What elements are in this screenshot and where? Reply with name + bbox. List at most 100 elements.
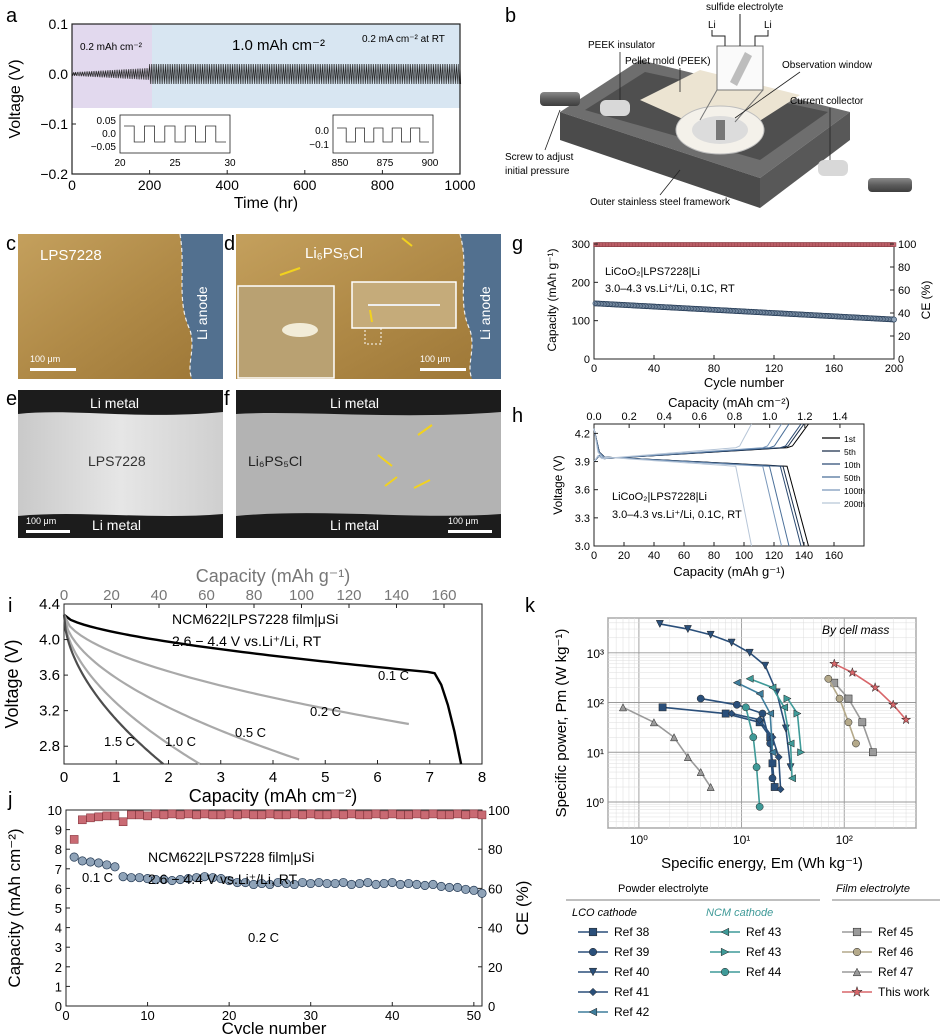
inset1-xtick: 20 xyxy=(114,158,126,169)
capacity-point xyxy=(346,879,357,890)
panel-d: d Li₆PS₅Cl Li anode 100 μm xyxy=(224,233,501,380)
x-axis-title: Time (hr) xyxy=(234,195,298,212)
data-point xyxy=(852,739,860,748)
data-point xyxy=(745,648,754,657)
ce-point xyxy=(404,810,413,820)
y2-tick-label: 0 xyxy=(488,999,495,1014)
capacity-point xyxy=(379,878,389,889)
legend-label: Ref 46 xyxy=(878,945,914,959)
data-point xyxy=(766,709,775,718)
x-tick-label: 200 xyxy=(138,177,162,193)
curve-0.1 C xyxy=(63,613,463,765)
k-annot: By cell mass xyxy=(822,623,889,637)
label-li-right: Li xyxy=(764,20,772,31)
ce-point xyxy=(314,810,324,820)
data-point xyxy=(655,620,664,629)
g-annot-1: LiCoO₂|LPS7228|Li xyxy=(605,266,700,278)
inset-1: 0.05 0.0 −0.05 20 25 30 xyxy=(91,114,236,169)
data-point xyxy=(768,759,777,768)
y-tick-label: 9 xyxy=(55,823,62,838)
x-tick-label: 10⁰ xyxy=(630,833,648,847)
legend-label: Ref 43 xyxy=(746,925,782,939)
panel-letter-d: d xyxy=(224,233,235,255)
ce-point xyxy=(167,809,177,819)
x2-tick-label: 0.4 xyxy=(657,411,672,423)
legend-label: Ref 40 xyxy=(614,965,650,979)
legend-marker xyxy=(588,987,598,997)
x-tick-label: 160 xyxy=(825,363,843,375)
panel-i: i 0.1 C 0.2 C 0.5 C 1.0 C 1.5 C 0 1 2 3 4 5 6 7 8 2.8… xyxy=(2,566,486,806)
x-tick-label: 60 xyxy=(678,550,690,562)
x-tick-label: 10 xyxy=(140,1008,154,1023)
capacity-point xyxy=(412,879,422,890)
legend-label: Ref 38 xyxy=(614,925,650,939)
y-tick-label: 3.2 xyxy=(39,703,60,720)
data-point xyxy=(858,718,867,727)
legend-label: Ref 43 xyxy=(746,945,782,959)
x-tick-label: 10² xyxy=(836,833,853,847)
ce-point xyxy=(159,810,169,820)
ce-point xyxy=(420,810,430,820)
anode-label-c: Li anode xyxy=(194,286,210,340)
panel-letter-f: f xyxy=(224,388,230,410)
y-tick-label: 3.6 xyxy=(39,667,60,684)
y-tick-label: 2.8 xyxy=(39,738,60,755)
capacity-point xyxy=(322,878,332,889)
ce-point xyxy=(330,809,340,819)
legend-marker xyxy=(851,985,863,998)
legend-label: Ref 45 xyxy=(878,925,914,939)
legend-marker xyxy=(588,927,598,937)
x-axis-title: Cycle number xyxy=(222,1019,327,1034)
ce-point xyxy=(200,809,209,819)
ce-point xyxy=(143,811,152,821)
x-tick-label: 40 xyxy=(648,550,660,562)
x-tick-label: 80 xyxy=(708,363,720,375)
data-point xyxy=(828,658,840,669)
y-tick-label: −0.2 xyxy=(40,166,68,182)
y-tick-label: 200 xyxy=(572,277,590,289)
y-tick-label: 10 xyxy=(48,803,62,818)
capacity-point xyxy=(118,872,128,882)
x-tick-label: 0 xyxy=(60,769,68,786)
inset1-ytick: 0.05 xyxy=(97,116,117,127)
micro-title-c: LPS7228 xyxy=(40,247,102,264)
legend-label: 1st xyxy=(844,434,856,444)
y-tick-label: 4.0 xyxy=(39,632,60,649)
label-pellet-mold: Pellet mold (PEEK) xyxy=(625,56,711,67)
data-point xyxy=(733,700,741,709)
x2-tick-label: 40 xyxy=(151,587,168,604)
capacity-point xyxy=(477,888,487,898)
ce-point xyxy=(371,809,381,819)
y-tick-label: 10⁰ xyxy=(586,796,604,810)
inset-2: 0.0 −0.1 850 875 900 xyxy=(309,114,439,169)
x-tick-label: 120 xyxy=(765,363,783,375)
y2-tick-label: 0 xyxy=(898,354,904,366)
capacity-point xyxy=(126,873,136,883)
y2-tick-label: 60 xyxy=(488,881,502,896)
panel-letter-e: e xyxy=(6,388,17,410)
y2-tick-label: 40 xyxy=(898,308,910,320)
y-tick-label: 4.4 xyxy=(39,596,60,613)
series-label: 0.2 C xyxy=(310,704,341,719)
legend-marker xyxy=(720,947,730,957)
inset2-xtick: 850 xyxy=(332,158,349,169)
x-tick-label: 10¹ xyxy=(733,833,750,847)
ce-point xyxy=(257,810,267,820)
x-tick-label: 8 xyxy=(478,769,486,786)
i-annot-1: NCM622|LPS7228 film|μSi xyxy=(172,611,338,627)
region-label-3: 0.2 mA cm⁻² at RT xyxy=(362,34,445,45)
data-point xyxy=(683,625,692,634)
ce-point xyxy=(127,810,136,820)
ce-point xyxy=(322,810,332,820)
y-tick-label: 7 xyxy=(55,862,62,877)
x-tick-label: 0 xyxy=(68,177,76,193)
x-tick-label: 4 xyxy=(269,769,277,786)
scale-bar-e xyxy=(26,530,70,533)
panel-f: f Li metal Li₆PS₅Cl Li metal 100 μm xyxy=(224,388,501,538)
data-point xyxy=(786,763,795,772)
panel-e: e Li metal LPS7228 Li metal 100 μm xyxy=(6,388,223,538)
y2-tick-label: 100 xyxy=(488,803,510,818)
legend-label: Ref 47 xyxy=(878,965,914,979)
x2-tick-label: 1.2 xyxy=(797,411,812,423)
ce-point xyxy=(891,242,897,247)
